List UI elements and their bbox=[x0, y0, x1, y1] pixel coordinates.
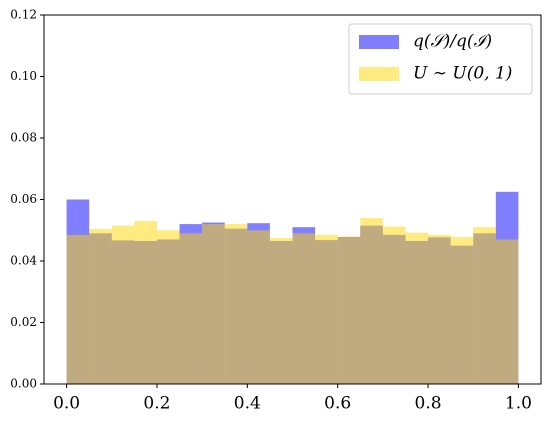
y-tick-label: 0.02 bbox=[10, 315, 37, 329]
legend-label: q(𝒮)/q(ℐ) bbox=[413, 32, 492, 52]
x-tick-label: 0.0 bbox=[53, 394, 80, 414]
bar bbox=[179, 233, 203, 384]
y-tick-label: 0.08 bbox=[10, 131, 37, 145]
y-tick-label: 0.10 bbox=[10, 69, 37, 83]
x-tick-label: 0.6 bbox=[324, 394, 351, 414]
bar bbox=[111, 225, 135, 384]
bar bbox=[156, 230, 180, 384]
y-tick-label: 0.12 bbox=[10, 8, 37, 22]
bar bbox=[269, 237, 293, 384]
legend-swatch bbox=[359, 35, 399, 49]
legend-label: U ∼ U(0, 1) bbox=[413, 64, 512, 84]
bar bbox=[89, 229, 112, 384]
bar bbox=[360, 217, 383, 384]
y-tick-label: 0.00 bbox=[10, 377, 37, 391]
bar bbox=[315, 234, 338, 384]
bar bbox=[292, 233, 316, 384]
y-tick-label: 0.06 bbox=[10, 192, 37, 206]
bar bbox=[428, 234, 451, 384]
bar bbox=[473, 227, 496, 384]
x-tick-label: 0.8 bbox=[415, 394, 442, 414]
bar bbox=[224, 224, 248, 384]
y-tick-label: 0.04 bbox=[10, 254, 37, 268]
bar bbox=[66, 234, 90, 384]
x-tick-label: 1.0 bbox=[505, 394, 532, 414]
bar bbox=[495, 239, 519, 384]
legend-swatch bbox=[359, 67, 399, 81]
bar bbox=[202, 224, 225, 384]
bar bbox=[382, 226, 406, 384]
bar bbox=[134, 221, 157, 384]
x-tick-label: 0.2 bbox=[143, 394, 170, 414]
bar bbox=[450, 237, 474, 384]
x-tick-label: 0.4 bbox=[234, 394, 261, 414]
bar bbox=[337, 236, 361, 384]
bar bbox=[247, 230, 270, 384]
bar bbox=[405, 232, 429, 384]
